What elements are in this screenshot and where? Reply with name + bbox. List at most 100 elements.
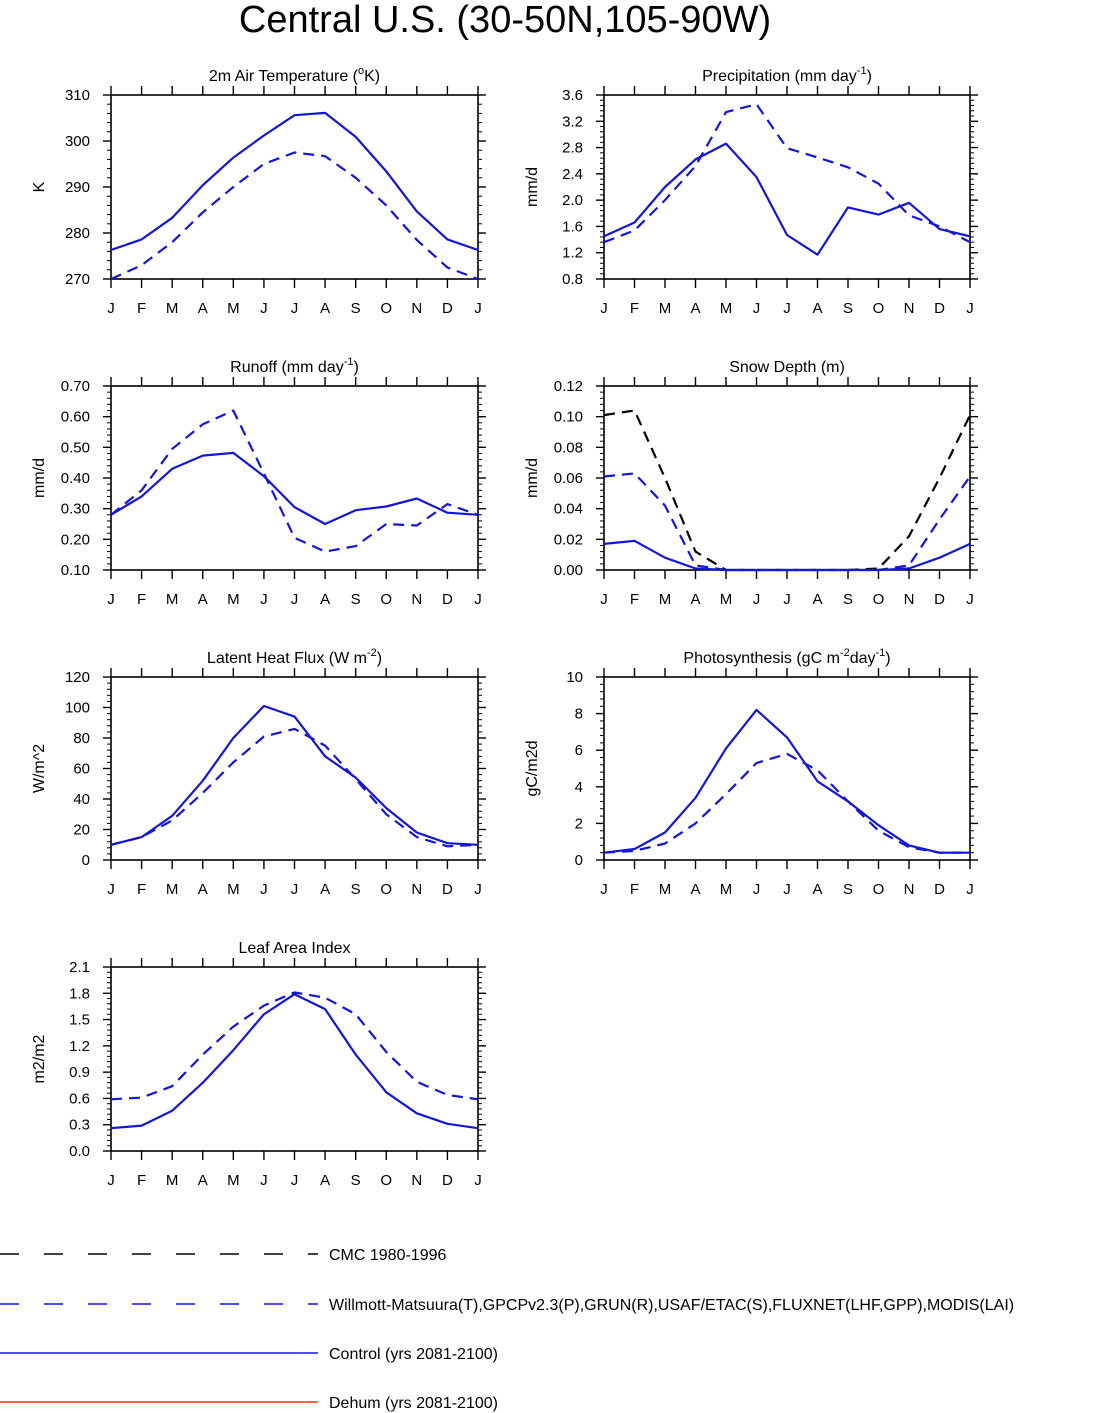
x-tick-label: J [474, 1172, 482, 1189]
y-tick-label: 1.8 [69, 985, 90, 1002]
x-tick-label: M [720, 591, 733, 608]
x-tick-label: A [198, 1172, 208, 1189]
x-tick-label: J [600, 591, 608, 608]
x-tick-label: A [320, 881, 330, 898]
legend: CMC 1980-1996 Willmott-Matsuura(T),GPCPv2… [0, 1247, 1014, 1412]
x-tick-label: N [411, 300, 422, 317]
series-line-dashed-2 [603, 472, 971, 572]
legend-label-4: Dehum (yrs 2081-2100) [329, 1395, 498, 1412]
plot-frame [110, 385, 479, 571]
x-tick-label: J [107, 591, 115, 608]
y-tick-label: 0.06 [554, 470, 583, 487]
x-tick-label: J [966, 591, 974, 608]
y-tick-label: 3.2 [562, 113, 583, 130]
x-tick-label: F [630, 591, 639, 608]
chart-panel-3: J F M A M J J A S O N D J 0.10 0.20 0.30 0.40 0.50 0.60 0.7… [31, 356, 486, 608]
series-line-solid-2 [110, 451, 479, 526]
x-tick-label: M [227, 300, 240, 317]
x-tick-label: N [411, 881, 422, 898]
x-tick-label: A [690, 881, 700, 898]
x-tick-label: J [753, 300, 761, 317]
chart-panel-1: J F M A M J J A S O N D J 270 280 290 300 310 2m Air Tempe… [31, 65, 486, 317]
y-axis-label: W/m^2 [31, 744, 48, 793]
series-line-dashed-1 [603, 409, 971, 572]
x-tick-label: J [753, 881, 761, 898]
x-tick-label: S [351, 591, 361, 608]
series-line-dashed-1 [110, 727, 479, 848]
x-tick-label: F [137, 591, 146, 608]
y-tick-label: 0.02 [554, 531, 583, 548]
x-tick-label: M [720, 881, 733, 898]
y-tick-label: 0.40 [61, 470, 90, 487]
x-tick-label: A [812, 300, 822, 317]
x-tick-label: D [934, 591, 945, 608]
x-tick-label: M [227, 591, 240, 608]
chart-panel-7: J F M A M J J A S O N D J 0.0 0.3 0.6 0.9 1.2 1.5 1.8 2.1 Lea… [31, 940, 486, 1189]
series-line-dashed-1 [110, 991, 479, 1101]
y-tick-label: 290 [65, 179, 90, 196]
x-tick-label: M [166, 591, 179, 608]
x-tick-label: J [783, 300, 791, 317]
y-axis-label: mm/d [31, 458, 48, 498]
y-tick-label: 60 [73, 761, 90, 778]
x-tick-label: J [966, 300, 974, 317]
y-tick-label: 0.8 [562, 271, 583, 288]
y-tick-label: 0.30 [61, 501, 90, 518]
x-tick-label: M [166, 300, 179, 317]
y-tick-label: 0.60 [61, 409, 90, 426]
y-tick-label: 6 [575, 742, 583, 759]
x-tick-label: N [411, 591, 422, 608]
y-tick-label: 0.00 [554, 562, 583, 579]
x-tick-label: O [873, 300, 885, 317]
y-axis-label: K [31, 181, 48, 192]
x-tick-label: N [411, 1172, 422, 1189]
x-tick-label: A [812, 881, 822, 898]
y-tick-label: 300 [65, 133, 90, 150]
chart-title: 2m Air Temperature (oK) [209, 65, 380, 85]
x-tick-label: M [166, 1172, 179, 1189]
y-tick-label: 0.10 [61, 562, 90, 579]
x-tick-label: M [227, 1172, 240, 1189]
x-tick-label: M [659, 881, 672, 898]
x-tick-label: J [291, 881, 299, 898]
y-tick-label: 310 [65, 87, 90, 104]
chart-title: Leaf Area Index [238, 940, 350, 957]
x-tick-label: S [351, 881, 361, 898]
series-line-dashed-1 [603, 103, 971, 244]
x-tick-label: J [474, 300, 482, 317]
x-tick-label: J [260, 300, 268, 317]
y-tick-label: 280 [65, 225, 90, 242]
x-tick-label: M [166, 881, 179, 898]
y-tick-label: 1.2 [69, 1038, 90, 1055]
legend-label-2: Willmott-Matsuura(T),GPCPv2.3(P),GRUN(R)… [329, 1297, 1014, 1314]
y-tick-label: 80 [73, 730, 90, 747]
x-tick-label: S [843, 591, 853, 608]
x-tick-label: J [107, 300, 115, 317]
y-tick-label: 0.12 [554, 378, 583, 395]
chart-title: Snow Depth (m) [729, 359, 845, 376]
x-tick-label: F [630, 300, 639, 317]
x-tick-label: M [659, 300, 672, 317]
y-tick-label: 4 [575, 779, 583, 796]
series-line-solid-2 [110, 993, 479, 1130]
x-tick-label: S [351, 1172, 361, 1189]
x-tick-label: N [904, 300, 915, 317]
plot-frame [603, 676, 971, 861]
x-tick-label: D [442, 591, 453, 608]
x-tick-label: O [380, 591, 392, 608]
x-tick-label: J [753, 591, 761, 608]
y-tick-label: 0.0 [69, 1143, 90, 1160]
y-tick-label: 2.8 [562, 140, 583, 157]
x-tick-label: J [260, 591, 268, 608]
y-tick-label: 0 [82, 852, 90, 869]
x-tick-label: J [260, 1172, 268, 1189]
x-tick-label: N [904, 881, 915, 898]
x-tick-label: O [380, 1172, 392, 1189]
x-tick-label: A [690, 591, 700, 608]
x-tick-label: D [934, 300, 945, 317]
y-tick-label: 8 [575, 706, 583, 723]
x-tick-label: F [137, 881, 146, 898]
y-tick-label: 120 [65, 669, 90, 686]
